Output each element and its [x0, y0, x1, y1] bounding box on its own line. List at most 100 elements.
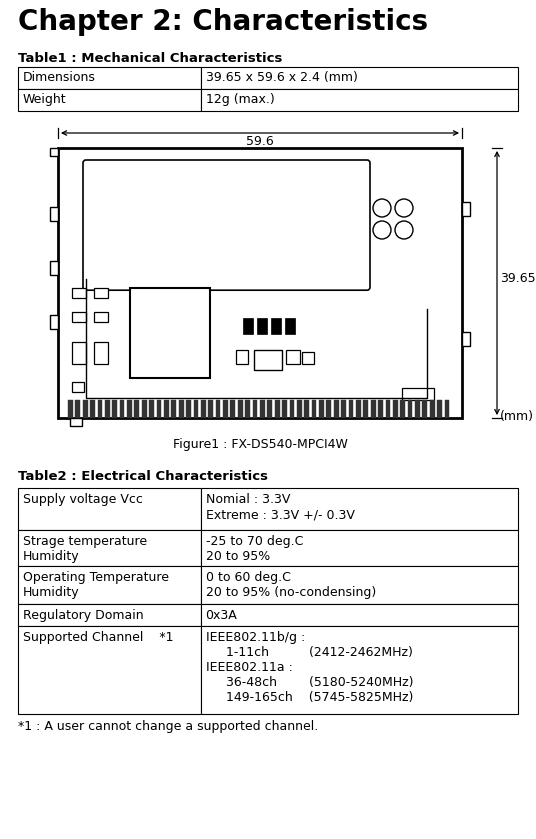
Bar	[462, 331, 470, 346]
Bar	[50, 148, 58, 156]
Bar	[245, 400, 250, 418]
Bar	[18, 530, 200, 566]
Bar	[385, 400, 390, 418]
Bar	[326, 400, 331, 418]
Text: Chapter 2: Characteristics: Chapter 2: Characteristics	[18, 8, 428, 36]
Text: 0 to 60 deg.C
20 to 95% (no-condensing): 0 to 60 deg.C 20 to 95% (no-condensing)	[205, 571, 376, 599]
Text: Weight: Weight	[23, 93, 66, 106]
Bar	[164, 400, 169, 418]
Bar	[94, 342, 108, 364]
Bar	[215, 400, 220, 418]
Bar	[402, 388, 434, 400]
Text: Regulatory Domain: Regulatory Domain	[23, 609, 144, 622]
Bar	[72, 312, 86, 322]
Bar	[400, 400, 405, 418]
Bar	[18, 604, 200, 626]
Bar	[238, 400, 243, 418]
Bar	[378, 400, 383, 418]
Bar	[201, 400, 206, 418]
Bar	[415, 400, 420, 418]
Bar	[135, 400, 139, 418]
Bar	[209, 400, 213, 418]
Bar	[127, 400, 132, 418]
Bar	[18, 89, 200, 111]
Bar	[408, 400, 413, 418]
Bar	[422, 400, 427, 418]
Bar	[285, 318, 295, 334]
Bar	[113, 400, 117, 418]
Bar	[223, 400, 228, 418]
Bar	[302, 352, 314, 364]
Bar	[142, 400, 147, 418]
Bar	[200, 604, 518, 626]
Bar	[18, 626, 200, 714]
Circle shape	[395, 199, 413, 217]
Bar	[348, 400, 353, 418]
Text: Dimensions: Dimensions	[23, 71, 96, 84]
Bar	[200, 530, 518, 566]
Bar	[437, 400, 442, 418]
Text: 39.65: 39.65	[500, 272, 535, 284]
Bar	[282, 400, 287, 418]
Bar	[94, 312, 108, 322]
Circle shape	[373, 199, 391, 217]
Bar	[83, 400, 87, 418]
Bar	[341, 400, 346, 418]
Bar	[304, 400, 309, 418]
Bar	[200, 626, 518, 714]
Bar	[393, 400, 398, 418]
Text: 12g (max.): 12g (max.)	[205, 93, 274, 106]
Bar	[172, 400, 176, 418]
Bar	[200, 488, 518, 530]
Bar	[58, 148, 462, 418]
Bar	[94, 288, 108, 298]
Text: Operating Temperature
Humidity: Operating Temperature Humidity	[23, 571, 169, 599]
Text: (mm): (mm)	[500, 410, 534, 423]
Text: Figure1 : FX-DS540-MPCI4W: Figure1 : FX-DS540-MPCI4W	[173, 438, 347, 451]
Bar	[157, 400, 161, 418]
Bar	[230, 400, 235, 418]
Bar	[120, 400, 124, 418]
Text: *1 : A user cannot change a supported channel.: *1 : A user cannot change a supported ch…	[18, 720, 318, 733]
Bar	[72, 382, 84, 392]
Bar	[186, 400, 191, 418]
Bar	[50, 207, 58, 221]
Circle shape	[373, 221, 391, 239]
Bar	[193, 400, 198, 418]
Bar	[319, 400, 324, 418]
Bar	[356, 400, 361, 418]
Bar	[18, 488, 200, 530]
Bar	[72, 342, 86, 364]
Text: Table1 : Mechanical Characteristics: Table1 : Mechanical Characteristics	[18, 52, 282, 65]
Bar	[130, 288, 210, 378]
Bar	[363, 400, 368, 418]
Circle shape	[395, 221, 413, 239]
Text: 0x3A: 0x3A	[205, 609, 237, 622]
Bar	[200, 67, 518, 89]
Bar	[445, 400, 449, 418]
Bar	[334, 400, 339, 418]
Bar	[275, 400, 280, 418]
Bar	[312, 400, 316, 418]
Bar	[297, 400, 302, 418]
Bar	[271, 318, 281, 334]
Bar	[289, 400, 294, 418]
Text: Supported Channel    *1: Supported Channel *1	[23, 631, 174, 644]
Bar	[72, 288, 86, 298]
Text: Strage temperature
Humidity: Strage temperature Humidity	[23, 535, 147, 563]
Bar	[252, 400, 257, 418]
Text: -25 to 70 deg.C
20 to 95%: -25 to 70 deg.C 20 to 95%	[205, 535, 303, 563]
Bar	[70, 418, 82, 426]
Bar	[105, 400, 110, 418]
Text: Supply voltage Vcc: Supply voltage Vcc	[23, 493, 143, 506]
Bar	[430, 400, 435, 418]
Text: IEEE802.11b/g :
     1-11ch          (2412-2462MHz)
IEEE802.11a :
     36-48ch  : IEEE802.11b/g : 1-11ch (2412-2462MHz) IE…	[205, 631, 413, 704]
Bar	[18, 67, 200, 89]
Bar	[76, 400, 80, 418]
Bar	[286, 350, 300, 364]
Bar	[18, 566, 200, 604]
Bar	[257, 318, 267, 334]
Bar	[50, 315, 58, 330]
Text: Table2 : Electrical Characteristics: Table2 : Electrical Characteristics	[18, 470, 268, 483]
Bar	[254, 350, 282, 370]
